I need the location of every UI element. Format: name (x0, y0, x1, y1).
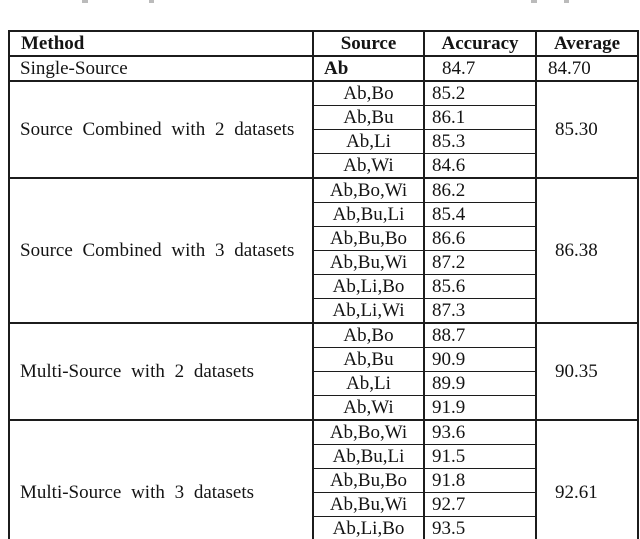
table-row: Ab,Li 85.3 (9, 129, 638, 154)
accuracy-cell: 84.6 (423, 153, 537, 179)
accuracy-cell: 85.4 (423, 202, 537, 227)
accuracy-cell: 85.6 (423, 274, 537, 299)
source-cell: Ab,Wi (312, 395, 425, 421)
accuracy-cell: 93.5 (423, 516, 537, 539)
accuracy-cell: 89.9 (423, 371, 537, 396)
source-cell: Ab,Bu (312, 105, 425, 130)
source-cell: Ab (312, 55, 425, 82)
results-table: Method Source Accuracy Average Single-So… (8, 30, 639, 539)
source-cell: Ab,Bo,Wi (312, 419, 425, 445)
source-cell: Ab,Li (312, 129, 425, 154)
accuracy-cell: 92.7 (423, 492, 537, 517)
accuracy-cell: 85.2 (423, 80, 537, 106)
table-row: Ab,Wi 91.9 (9, 395, 638, 421)
source-cell: Ab,Bo,Wi (312, 177, 425, 203)
method-cell: Source Combined with 2 datasets (8, 80, 314, 179)
accuracy-cell: 88.7 (423, 322, 537, 348)
table-row: Ab,Bu,Bo 86.6 (9, 226, 638, 251)
table-row: Multi-Source with 2 datasets Ab,Bo 88.7 … (8, 322, 639, 421)
average-cell: 84.70 (535, 55, 639, 82)
scan-artifact (564, 0, 569, 3)
table-row: Ab,Li 89.9 (9, 371, 638, 396)
method-cell: Source Combined with 3 datasets (8, 177, 314, 324)
column-header-accuracy: Accuracy (423, 30, 537, 57)
accuracy-cell: 84.7 (423, 55, 537, 82)
accuracy-cell: 86.1 (423, 105, 537, 130)
source-cell: Ab,Wi (312, 153, 425, 179)
source-cell: Ab,Bu,Li (312, 202, 425, 227)
table-row: Single-Source Ab 84.7 84.70 (8, 55, 639, 82)
accuracy-cell: 87.2 (423, 250, 537, 275)
average-cell: 90.35 (535, 322, 639, 421)
average-cell: 92.61 (535, 419, 639, 539)
average-cell: 86.38 (535, 177, 639, 324)
table-row: Ab,Bu 90.9 (9, 347, 638, 372)
source-cell: Ab,Bu,Wi (312, 492, 425, 517)
table-row: Source Combined with 3 datasets Ab,Bo,Wi… (8, 177, 639, 324)
table-row: Multi-Source with 3 datasets Ab,Bo,Wi 93… (8, 419, 639, 539)
scan-artifact (531, 0, 537, 3)
accuracy-cell: 91.5 (423, 444, 537, 469)
column-header-method: Method (8, 30, 314, 57)
source-cell: Ab,Li,Wi (312, 298, 425, 324)
source-cell: Ab,Bu,Bo (312, 468, 425, 493)
scan-artifact (82, 0, 88, 3)
source-cell: Ab,Bu,Li (312, 444, 425, 469)
table-row: Ab,Li,Wi 87.3 (9, 298, 638, 324)
table-row: Ab,Bu,Wi 92.7 (9, 492, 638, 517)
table-row: Ab,Li,Bo 93.5 (9, 516, 638, 539)
table-row: Ab,Bu,Li 91.5 (9, 444, 638, 469)
source-cell: Ab,Bo (312, 322, 425, 348)
table-row: Ab,Bu,Wi 87.2 (9, 250, 638, 275)
method-cell: Multi-Source with 3 datasets (8, 419, 314, 539)
table-row: Ab,Wi 84.6 (9, 153, 638, 179)
source-cell: Ab,Bu,Wi (312, 250, 425, 275)
accuracy-cell: 86.2 (423, 177, 537, 203)
source-cell: Ab,Li,Bo (312, 516, 425, 539)
table-row: Ab,Bu 86.1 (9, 105, 638, 130)
accuracy-cell: 91.8 (423, 468, 537, 493)
table-row: Ab,Bu,Li 85.4 (9, 202, 638, 227)
header-row: Method Source Accuracy Average (8, 30, 639, 57)
accuracy-cell: 86.6 (423, 226, 537, 251)
source-cell: Ab,Li,Bo (312, 274, 425, 299)
table-row: Ab,Li,Bo 85.6 (9, 274, 638, 299)
accuracy-cell: 85.3 (423, 129, 537, 154)
table-row: Source Combined with 2 datasets Ab,Bo 85… (8, 80, 639, 179)
accuracy-cell: 93.6 (423, 419, 537, 445)
average-cell: 85.30 (535, 80, 639, 179)
scan-artifact (149, 0, 154, 3)
source-cell: Ab,Bu (312, 347, 425, 372)
accuracy-cell: 87.3 (423, 298, 537, 324)
source-cell: Ab,Bu,Bo (312, 226, 425, 251)
column-header-source: Source (312, 30, 425, 57)
accuracy-cell: 90.9 (423, 347, 537, 372)
accuracy-cell: 91.9 (423, 395, 537, 421)
method-cell: Multi-Source with 2 datasets (8, 322, 314, 421)
method-cell: Single-Source (8, 55, 314, 82)
table-row: Ab,Bu,Bo 91.8 (9, 468, 638, 493)
column-header-average: Average (535, 30, 639, 57)
source-cell: Ab,Li (312, 371, 425, 396)
source-cell: Ab,Bo (312, 80, 425, 106)
